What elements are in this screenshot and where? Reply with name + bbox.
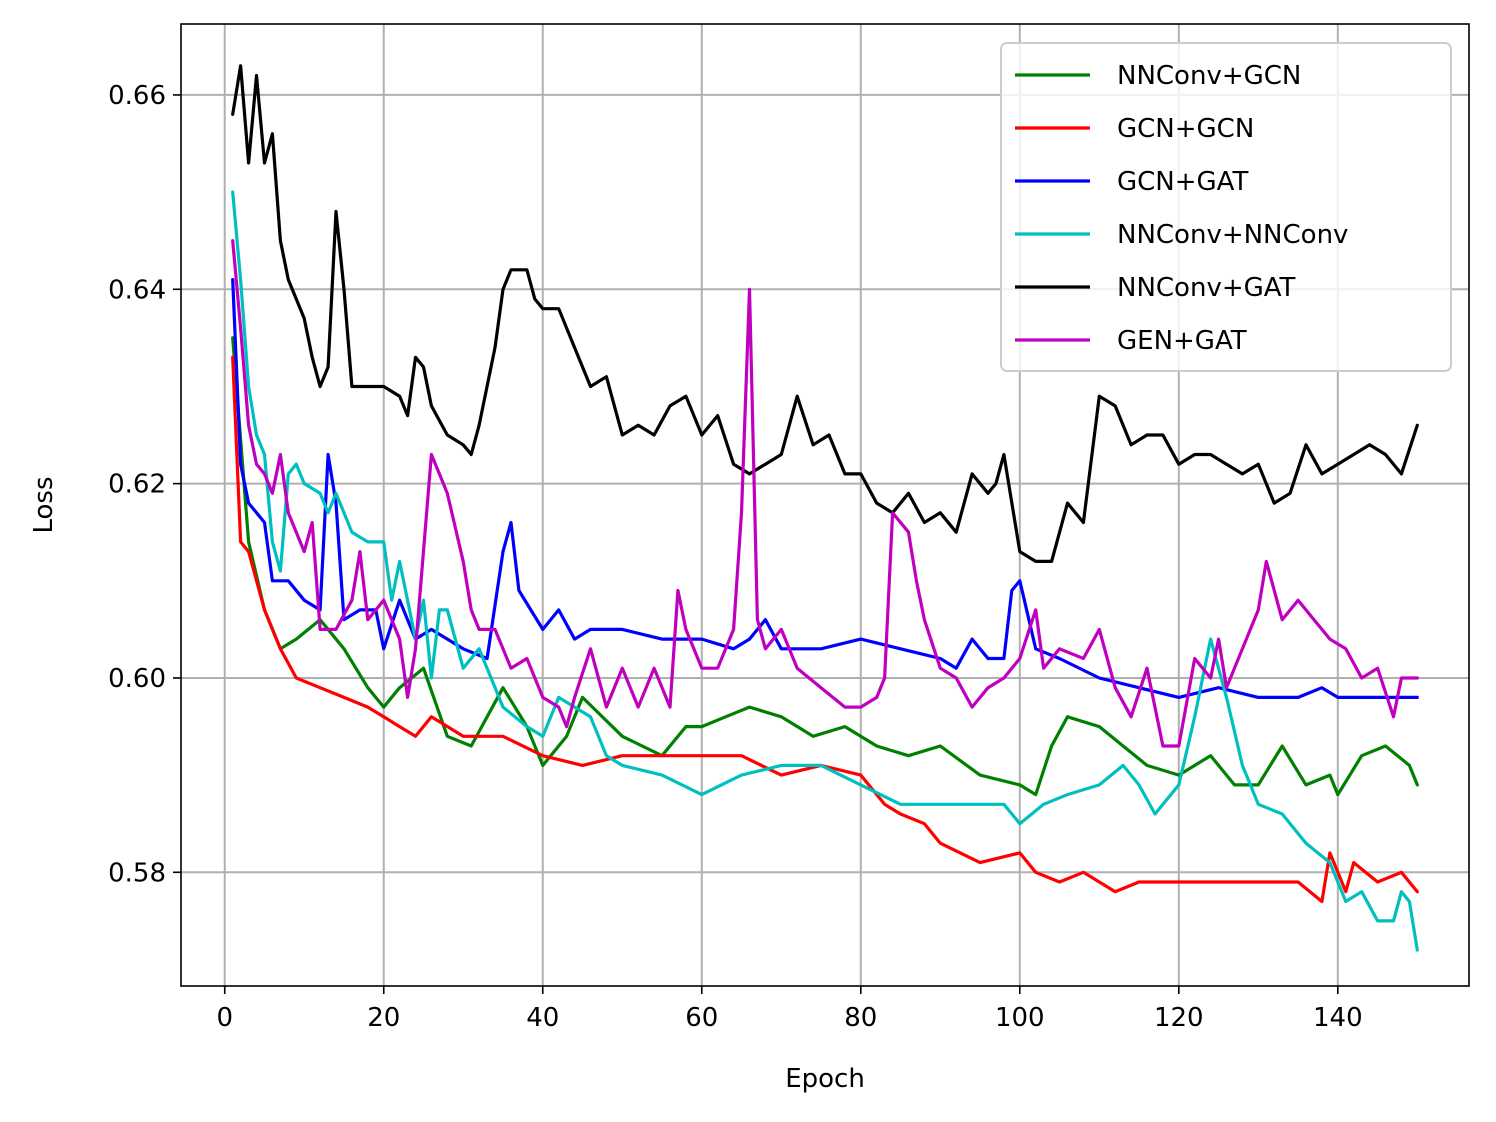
x-tick-label: 120 [1154,1003,1204,1033]
x-tick-label: 40 [526,1003,559,1033]
legend-label-nnconv-nnconv: NNConv+NNConv [1117,220,1348,250]
legend-label-gen-gat: GEN+GAT [1117,326,1247,356]
x-axis-ticks: 0 20 40 60 80 100 120 140 [216,986,1363,1033]
series-lines [231,64,1419,952]
x-tick-label: 60 [685,1003,718,1033]
y-tick-label: 0.66 [108,81,166,111]
series-line-gcn-gat [231,278,1419,700]
series-line-gcn-gcn [231,355,1419,904]
legend-label-nnconv-gat: NNConv+GAT [1117,273,1296,303]
legend-box [1000,42,1452,372]
series-line-nnconv-nnconv [231,190,1419,952]
series-line-gen-gat [231,239,1419,748]
x-tick-label: 0 [216,1003,233,1033]
legend-label-gcn-gat: GCN+GAT [1117,167,1248,197]
y-tick-label: 0.58 [108,858,166,888]
y-axis-ticks: 0.58 0.60 0.62 0.64 0.66 [108,81,181,888]
legend: NNConv+GCN GCN+GCN GCN+GAT NNConv+NNConv NNC… [1000,42,1452,372]
legend-label-nnconv-gcn: NNConv+GCN [1117,61,1301,91]
series-line-nnconv-gat [231,64,1419,564]
y-axis-label: Loss [29,476,59,533]
legend-items: NNConv+GCN GCN+GCN GCN+GAT NNConv+NNConv NNC… [1015,61,1348,356]
x-tick-label: 80 [844,1003,877,1033]
legend-label-gcn-gcn: GCN+GCN [1117,114,1254,144]
y-tick-label: 0.64 [108,275,166,305]
series-line-nnconv-gcn [231,336,1419,797]
x-tick-label: 140 [1313,1003,1363,1033]
plot-frame [180,23,1470,987]
y-tick-label: 0.62 [108,470,166,500]
x-axis-label: Epoch [785,1064,865,1094]
y-tick-label: 0.60 [108,664,166,694]
x-tick-label: 20 [367,1003,400,1033]
x-tick-label: 100 [995,1003,1045,1033]
